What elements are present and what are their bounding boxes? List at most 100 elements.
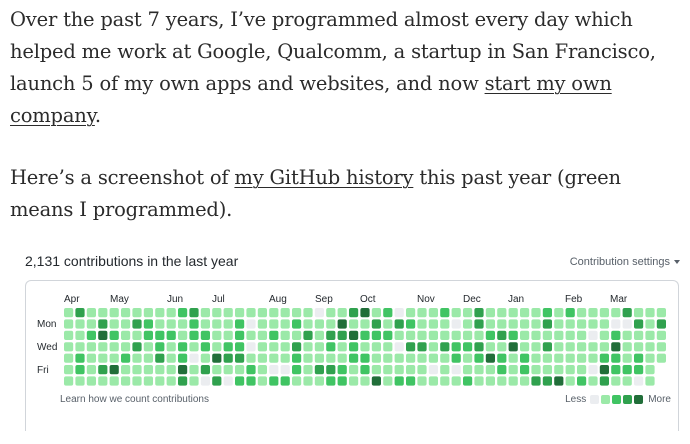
contribution-day: [109, 353, 119, 363]
contribution-day: [178, 330, 188, 340]
contribution-day: [109, 376, 119, 386]
start-company-link[interactable]: start my own company: [10, 72, 612, 127]
contribution-day: [440, 353, 450, 363]
contribution-day: [235, 308, 245, 318]
contribution-day: [269, 365, 279, 375]
month-label: Apr: [64, 294, 80, 305]
contribution-day: [223, 319, 233, 329]
contribution-day: [531, 376, 541, 386]
contribution-day: [406, 342, 416, 352]
contribution-day: [634, 319, 644, 329]
contribution-day: [542, 308, 552, 318]
contribution-day: [246, 319, 256, 329]
github-history-link[interactable]: my GitHub history: [234, 166, 414, 189]
contribution-day: [508, 353, 518, 363]
contribution-day: [554, 342, 564, 352]
contribution-day: [474, 308, 484, 318]
contribution-day: [417, 308, 427, 318]
contribution-day: [656, 308, 666, 318]
contribution-day: [246, 353, 256, 363]
contribution-day: [611, 319, 621, 329]
contribution-day: [497, 330, 507, 340]
contribution-day: [406, 376, 416, 386]
contribution-day: [349, 330, 359, 340]
contribution-day: [75, 376, 85, 386]
contribution-day: [155, 308, 165, 318]
contribution-day: [360, 342, 370, 352]
month-label: Feb: [565, 294, 583, 305]
contribution-day: [314, 342, 324, 352]
contribution-day: [98, 319, 108, 329]
contribution-day: [360, 308, 370, 318]
contribution-day: [554, 319, 564, 329]
contribution-day: [383, 353, 393, 363]
contribution-day: [394, 376, 404, 386]
contribution-day: [303, 376, 313, 386]
contribution-day: [314, 330, 324, 340]
paragraph-text: this past year (green means I programmed…: [10, 166, 621, 221]
contribution-day: [383, 330, 393, 340]
learn-how-we-count-link[interactable]: Learn how we count contributions: [60, 394, 209, 405]
contribution-day: [143, 308, 153, 318]
contribution-day: [383, 319, 393, 329]
contribution-day: [371, 365, 381, 375]
legend-swatch: [623, 395, 633, 404]
contribution-day: [383, 308, 393, 318]
contribution-day: [132, 342, 142, 352]
contribution-day: [520, 376, 530, 386]
contribution-day: [189, 308, 199, 318]
contribution-day: [588, 308, 598, 318]
contribution-calendar: [64, 308, 666, 386]
contribution-day: [223, 376, 233, 386]
contribution-day: [269, 319, 279, 329]
contribution-day: [406, 319, 416, 329]
contribution-day: [223, 330, 233, 340]
contribution-day: [588, 319, 598, 329]
contribution-day: [200, 342, 210, 352]
contribution-day: [269, 342, 279, 352]
contribution-day: [200, 308, 210, 318]
contribution-day: [451, 308, 461, 318]
contribution-day: [531, 330, 541, 340]
contribution-day: [280, 308, 290, 318]
contribution-day: [451, 319, 461, 329]
contribution-day: [577, 319, 587, 329]
contribution-day: [577, 365, 587, 375]
contribution-day: [212, 342, 222, 352]
contribution-day: [166, 376, 176, 386]
contribution-day: [246, 376, 256, 386]
article-paragraph-1: Over the past 7 years, I’ve programmed a…: [10, 4, 685, 132]
contribution-day: [428, 342, 438, 352]
contribution-day: [155, 342, 165, 352]
contribution-day: [451, 376, 461, 386]
contribution-day: [360, 330, 370, 340]
contribution-day: [109, 308, 119, 318]
contribution-day: [337, 353, 347, 363]
contribution-day: [303, 365, 313, 375]
contribution-day: [474, 376, 484, 386]
contribution-day: [622, 319, 632, 329]
contribution-day: [86, 319, 96, 329]
contribution-day: [75, 319, 85, 329]
contribution-day: [394, 365, 404, 375]
contribution-day: [474, 353, 484, 363]
month-label: Jan: [508, 294, 525, 305]
contribution-day: [235, 365, 245, 375]
contribution-day: [542, 342, 552, 352]
contribution-day: [508, 365, 518, 375]
contribution-day: [269, 376, 279, 386]
contribution-day: [292, 308, 302, 318]
contribution-day: [121, 342, 131, 352]
contribution-day: [656, 342, 666, 352]
contribution-day: [143, 330, 153, 340]
contribution-day: [577, 376, 587, 386]
contribution-settings-dropdown[interactable]: Contribution settings: [570, 256, 680, 268]
contribution-day: [656, 330, 666, 340]
contribution-day: [86, 342, 96, 352]
contribution-day: [143, 353, 153, 363]
contribution-day: [622, 365, 632, 375]
contribution-day: [109, 319, 119, 329]
contribution-day: [143, 319, 153, 329]
month-label: May: [110, 294, 129, 305]
contribution-day: [200, 376, 210, 386]
